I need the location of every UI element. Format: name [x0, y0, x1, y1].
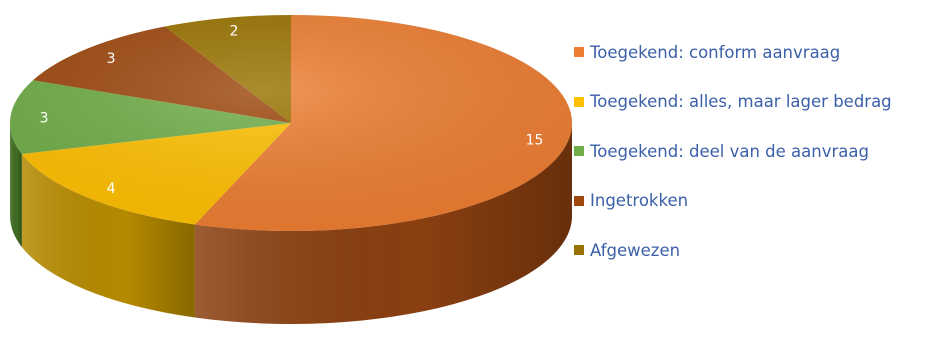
legend-swatch [574, 245, 584, 255]
legend-item-toegekend-alles-maar-lager-bedrag: Toegekend: alles, maar lager bedrag [574, 90, 892, 114]
legend-swatch [574, 146, 584, 156]
legend-label: Afgewezen [590, 240, 681, 260]
legend-item-toegekend-deel-van-de-aanvraag: Toegekend: deel van de aanvraag [574, 139, 869, 163]
legend-swatch [574, 96, 584, 107]
pie-top-shading [10, 15, 572, 231]
legend-swatch [574, 195, 584, 206]
data-label-afgewezen: 2 [230, 24, 239, 40]
legend-label: Ingetrokken [590, 191, 689, 210]
data-label-toegekend-conform-aanvraag: 15 [526, 133, 544, 149]
legend-label: Toegekend: conform aanvraag [590, 42, 841, 62]
pie-side-shade [21, 153, 195, 318]
legend-swatch [574, 47, 584, 57]
legend-item-ingetrokken: Ingetrokken [574, 189, 688, 213]
legend-item-toegekend-conform-aanvraag: Toegekend: conform aanvraag [574, 40, 840, 64]
data-label-toegekend-alles-maar-lager-bedrag: 4 [107, 181, 116, 197]
pie-side-shade [194, 123, 572, 324]
legend-label: Toegekend: alles, maar lager bedrag [590, 92, 892, 111]
pie-plot: 15 4 3 3 2 [10, 15, 572, 324]
data-label-toegekend-deel-van-de-aanvraag: 3 [40, 110, 49, 126]
data-label-ingetrokken: 3 [107, 51, 116, 67]
pie-side-shade [10, 123, 22, 247]
legend-label: Toegekend: deel van de aanvraag [590, 141, 869, 161]
legend-item-afgewezen: Afgewezen [574, 238, 680, 262]
